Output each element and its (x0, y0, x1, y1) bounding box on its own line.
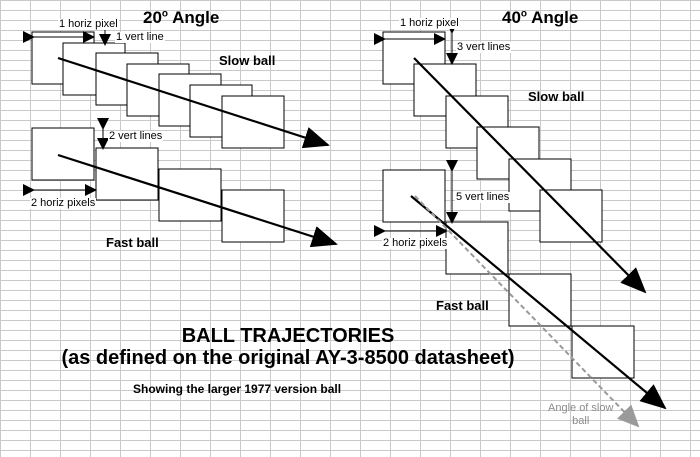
left-slow-trajectory-arrow (57, 56, 330, 149)
left-fast-trajectory-arrow (57, 153, 338, 248)
left-fast-ball-step-2 (95, 147, 159, 201)
right-angle-heading: 40o Angle (502, 8, 579, 27)
right-fast-vert-lines-label: 5 vert lines (455, 191, 511, 203)
right-fast-ball-label: Fast ball (436, 298, 489, 313)
left-angle-heading: 20o Angle (143, 8, 220, 27)
right-fast-ball-step-4 (571, 325, 635, 379)
right-fast-trajectory-arrow (410, 195, 667, 410)
left-slow-ball-label: Slow ball (219, 53, 276, 68)
right-horiz-pixels-label: 2 horiz pixels (382, 237, 449, 249)
left-vert-lines-label: 2 vert lines (108, 130, 164, 142)
diagram-caption: Showing the larger 1977 version ball (133, 382, 342, 396)
slow-angle-note: Angle of slow ball (548, 402, 614, 427)
left-fast-ball-boxes (31, 127, 285, 243)
right-fast-ball-step-1 (382, 169, 446, 223)
right-slow-ball-label: Slow ball (528, 89, 585, 104)
left-fast-ball-label: Fast ball (106, 235, 159, 250)
slow-angle-reference-arrow (414, 195, 640, 428)
left-fast-ball-step-4 (221, 189, 285, 243)
left-horiz-pixels-label: 2 horiz pixels (30, 197, 97, 209)
left-slow-ball-boxes (31, 31, 285, 149)
diagram-title-sub: (as defined on the original AY-3-8500 da… (61, 347, 515, 369)
right-fast-ball-step-3 (508, 273, 572, 327)
left-vert-line-label: 1 vert line (115, 31, 165, 43)
right-slow-trajectory-arrow (413, 57, 647, 294)
right-vert-lines-label: 3 vert lines (456, 41, 512, 53)
left-slow-ball-step-7 (221, 95, 285, 149)
right-fast-ball-boxes (382, 169, 635, 379)
diagram-title: BALL TRAJECTORIES (181, 325, 395, 347)
left-fast-ball-step-1 (31, 127, 95, 181)
right-fast-ball-step-2 (445, 221, 509, 275)
right-horiz-pixel-label: 1 horiz pixel (399, 17, 460, 29)
left-horiz-pixel-label: 1 horiz pixel (58, 18, 119, 30)
left-fast-ball-step-3 (158, 168, 222, 222)
